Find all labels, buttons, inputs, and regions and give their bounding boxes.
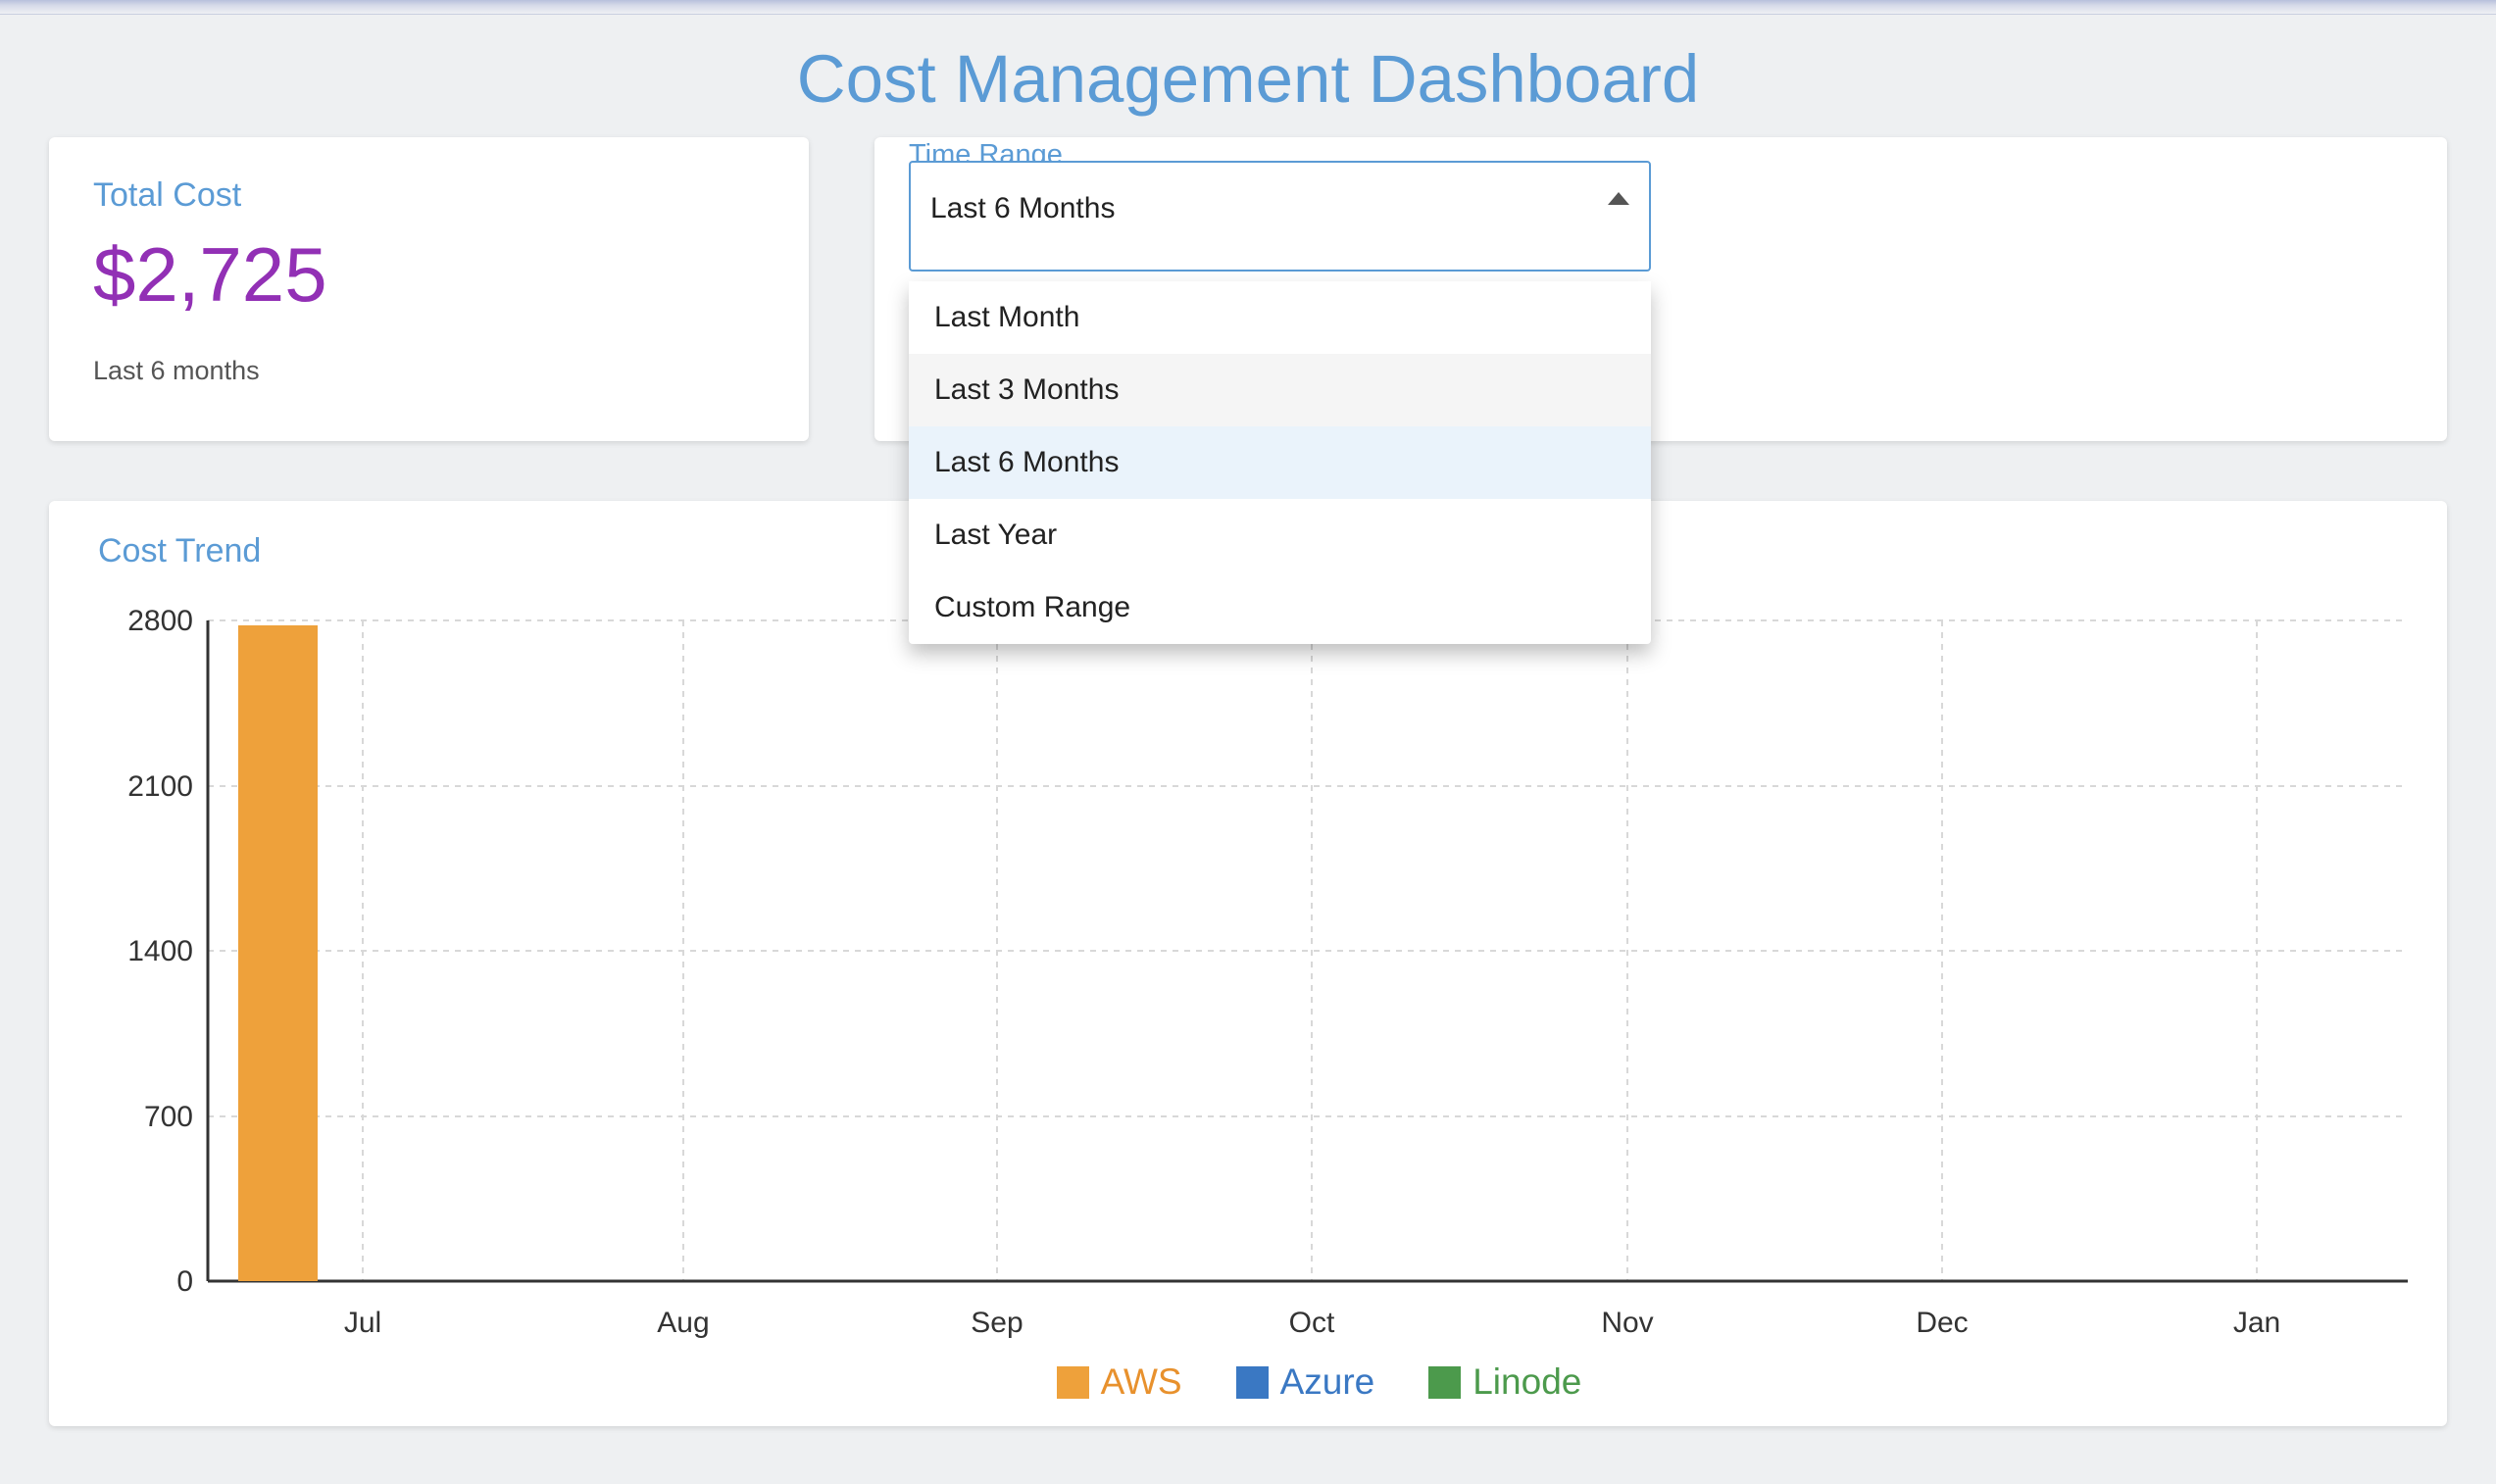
svg-text:Sep: Sep bbox=[971, 1307, 1023, 1339]
svg-text:0: 0 bbox=[176, 1265, 193, 1298]
svg-text:Aug: Aug bbox=[657, 1307, 709, 1339]
svg-text:1400: 1400 bbox=[127, 935, 193, 967]
svg-text:Dec: Dec bbox=[1916, 1307, 1968, 1339]
svg-text:2800: 2800 bbox=[127, 605, 193, 637]
svg-text:2100: 2100 bbox=[127, 770, 193, 803]
svg-text:Jan: Jan bbox=[2233, 1307, 2280, 1339]
svg-text:Jul: Jul bbox=[344, 1307, 381, 1339]
svg-text:700: 700 bbox=[144, 1101, 193, 1133]
svg-text:Oct: Oct bbox=[1289, 1307, 1335, 1339]
svg-text:Nov: Nov bbox=[1601, 1307, 1653, 1339]
